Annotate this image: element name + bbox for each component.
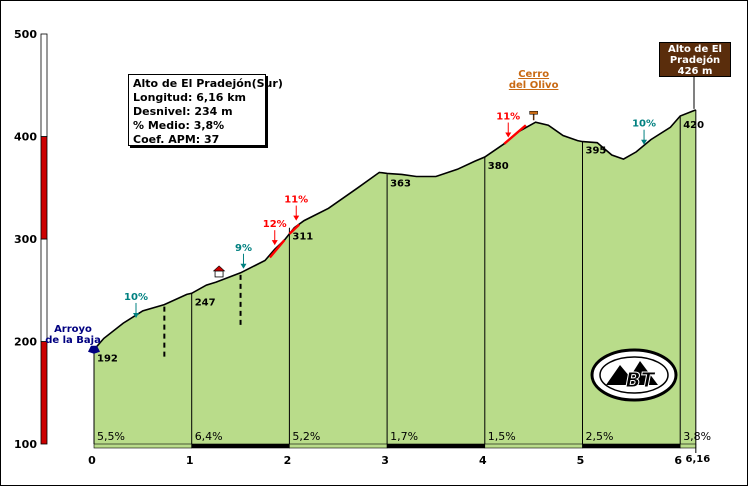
steep-segment	[288, 223, 300, 235]
grade-marker-label: 9%	[235, 243, 252, 254]
grade-arrow-head	[240, 263, 247, 269]
baseline-km-segment	[93, 443, 192, 449]
route-avg-grade: % Medio: 3,8%	[133, 119, 225, 132]
x-tick-label: 6	[674, 454, 682, 467]
route-gain: Desnivel: 234 m	[133, 105, 233, 118]
profile-area	[94, 109, 696, 445]
house-icon	[214, 270, 224, 278]
summit-altitude: 426 m	[677, 66, 713, 77]
river-icon	[88, 345, 100, 354]
km-altitude-label: 363	[390, 178, 411, 189]
landmark-label-line2: del Olivo	[509, 80, 559, 91]
altitude-scale-band-2	[40, 136, 48, 240]
altitude-scale-band-3	[40, 33, 48, 137]
altitude-scale-band-1	[40, 238, 48, 342]
km-altitude-label: 247	[195, 297, 216, 308]
x-tick-label: 5	[577, 454, 585, 467]
x-tick-label: 4	[479, 454, 487, 467]
route-title: Alto de El Pradejón(Sur)	[133, 77, 283, 90]
y-tick-label: 100	[14, 438, 37, 451]
x-tick-label: 2	[284, 454, 292, 467]
segment-grade-label: 1,7%	[390, 430, 418, 443]
grade-marker-label: 11%	[496, 112, 520, 123]
route-info-box: Alto de El Pradejón(Sur) Longitud: 6,16 …	[128, 74, 283, 146]
segment-grade-label: 3,8%	[683, 430, 711, 443]
landmark-sign-icon	[529, 110, 538, 115]
altitude-scale-band-0	[40, 341, 48, 445]
baseline-km-segment	[582, 443, 681, 449]
km-altitude-label: 311	[292, 232, 313, 243]
grade-marker-label: 11%	[284, 195, 308, 206]
start-place-label-line1: Arroyo	[54, 324, 92, 335]
grade-arrow-head	[133, 312, 140, 318]
km-altitude-label: 420	[683, 120, 704, 131]
steep-segment	[268, 239, 286, 259]
baseline-km-segment	[679, 443, 697, 449]
bt-logo-mountains	[606, 361, 658, 385]
segment-grade-label: 5,2%	[292, 430, 320, 443]
profile-line	[93, 109, 697, 351]
y-tick-label: 200	[14, 336, 37, 349]
route-length: Longitud: 6,16 km	[133, 91, 246, 104]
segment-grade-label: 1,5%	[488, 430, 516, 443]
y-tick-label: 500	[14, 28, 37, 41]
route-apm: Coef. APM: 37	[133, 133, 220, 146]
start-place-label-line2: de la Baja	[45, 335, 101, 346]
steep-segment	[503, 124, 527, 145]
grade-marker-label: 10%	[124, 292, 148, 303]
summit-name: Alto de El Pradejón	[668, 44, 722, 66]
grade-arrow-head	[271, 240, 278, 246]
baseline-km-segment	[484, 443, 583, 449]
km-altitude-label: 192	[97, 354, 118, 365]
x-tick-label: 3	[381, 454, 389, 467]
bt-logo-text: BT	[626, 368, 656, 392]
km-altitude-label: 395	[586, 146, 607, 157]
baseline-km-segment	[191, 443, 290, 449]
grade-arrow-head	[505, 132, 512, 138]
baseline-km-segment	[289, 443, 388, 449]
x-end-label: 6,16	[685, 454, 710, 465]
landmark-label-line1: Cerro	[518, 69, 549, 80]
grade-arrow-head	[293, 215, 300, 221]
house-roof-icon	[212, 265, 226, 272]
y-tick-label: 300	[14, 233, 37, 246]
segment-grade-label: 2,5%	[586, 430, 614, 443]
x-tick-label: 0	[88, 454, 96, 467]
segment-grade-label: 6,4%	[195, 430, 223, 443]
x-tick-label: 1	[186, 454, 194, 467]
y-tick-label: 400	[14, 131, 37, 144]
grade-marker-label: 10%	[632, 119, 656, 130]
summit-label-box: Alto de El Pradejón 426 m	[659, 42, 731, 77]
km-altitude-label: 380	[488, 161, 509, 172]
grade-arrow-head	[641, 139, 648, 145]
baseline-km-segment	[386, 443, 486, 449]
grade-marker-label: 12%	[263, 219, 287, 230]
segment-grade-label: 5,5%	[97, 430, 125, 443]
